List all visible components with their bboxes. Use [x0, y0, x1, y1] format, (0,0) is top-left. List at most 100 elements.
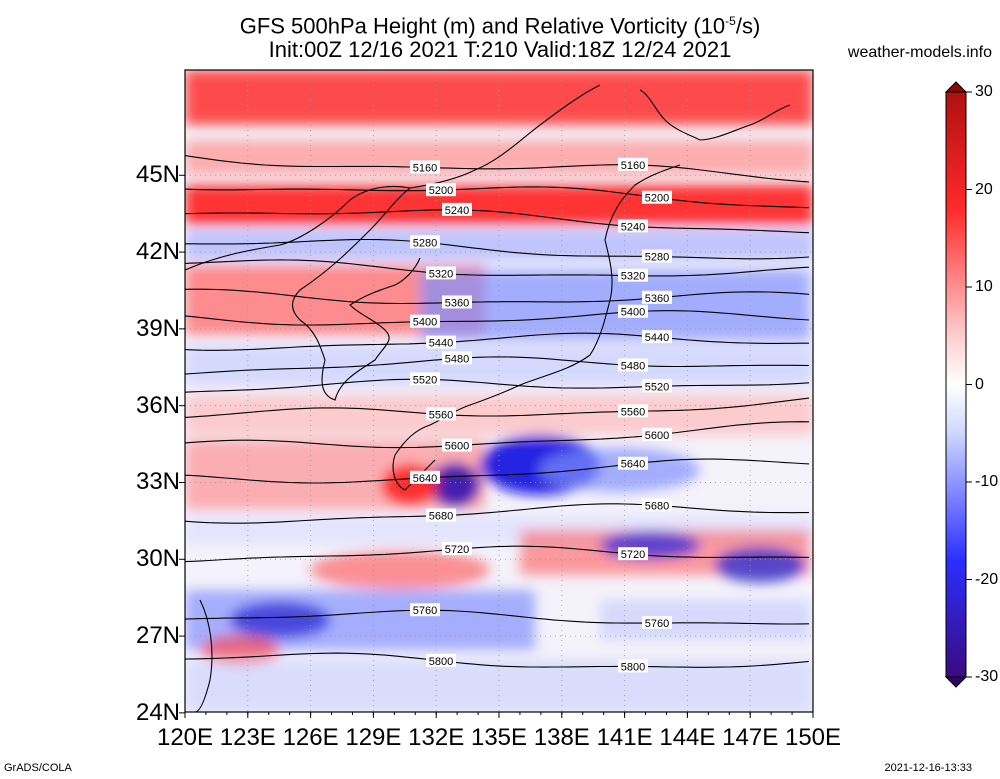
contour-line	[185, 609, 810, 625]
colorbar-tick-label: 20	[975, 180, 993, 198]
contour-label-bg	[410, 160, 440, 174]
contour-label-bg	[642, 615, 672, 629]
contour-label: 5400	[621, 307, 645, 319]
lon-label: 147E	[722, 724, 779, 751]
contour-line	[185, 356, 810, 375]
contour-label: 5720	[445, 544, 469, 556]
contour-line	[185, 238, 810, 260]
lon-label: 132E	[408, 724, 465, 751]
colorbar-tick-label: -10	[975, 473, 999, 490]
map-title-line1: GFS 500hPa Height (m) and Relative Vorti…	[239, 13, 761, 39]
lon-label: 150E	[784, 724, 842, 751]
contour-label: 5560	[429, 409, 453, 421]
contour-label: 5440	[429, 338, 453, 350]
contour-label-bg	[642, 330, 672, 344]
lat-label: 33N	[135, 468, 180, 496]
contour-line	[185, 458, 810, 484]
contour-line	[185, 503, 809, 524]
contour-label: 5280	[413, 237, 437, 249]
contour-label-bg	[410, 372, 440, 386]
contour-line	[185, 288, 810, 305]
contour-label-bg	[618, 547, 648, 561]
contour-label-bg	[442, 542, 472, 556]
contour-label: 5360	[445, 297, 469, 309]
contour-label: 5560	[621, 406, 645, 418]
contour-label-bg	[642, 498, 672, 512]
contour-line	[185, 310, 810, 326]
colorbar-tick-label: 10	[975, 278, 993, 295]
contour-label: 5600	[445, 441, 469, 453]
lon-label: 129E	[345, 724, 402, 751]
lat-label: 45N	[135, 161, 180, 189]
contour-label-bg	[642, 427, 672, 441]
contour-label-bg	[410, 314, 440, 328]
contour-label: 5680	[645, 500, 669, 512]
contour-label-bg	[426, 183, 456, 197]
lat-label: 36N	[135, 391, 180, 419]
contour-label: 5800	[621, 661, 645, 673]
contour-label-bg	[618, 456, 648, 470]
contour-label: 5640	[621, 459, 645, 471]
contour-label-bg	[618, 404, 648, 418]
contour-label-bg	[410, 235, 440, 249]
contour-label-bg	[426, 508, 456, 522]
contour-label-bg	[618, 358, 648, 372]
lat-label: 27N	[135, 622, 180, 650]
contour-label-bg	[442, 295, 472, 309]
contour-line	[185, 155, 810, 183]
contour-label-bg	[618, 268, 648, 282]
contour-line	[185, 652, 810, 668]
contour-label: 5480	[621, 360, 645, 372]
contour-label: 5520	[413, 374, 437, 386]
contour-label-bg	[410, 470, 440, 484]
contour-label: 5200	[429, 185, 453, 197]
contour-label: 5680	[429, 511, 453, 523]
footer-timestamp: 2021-12-16-13:33	[884, 762, 972, 774]
contour-label-bg	[642, 249, 672, 263]
site-watermark: weather-models.info	[847, 44, 992, 61]
contour-label: 5400	[413, 317, 437, 329]
lon-label: 120E	[156, 724, 214, 751]
contour-label-bg	[442, 351, 472, 365]
contour-label-bg	[426, 266, 456, 280]
lon-label: 141E	[596, 724, 653, 751]
contour-label-bg	[410, 603, 440, 617]
contour-line	[185, 259, 810, 277]
lon-label: 126E	[282, 724, 339, 751]
contour-label: 5320	[429, 268, 453, 280]
colorbar-tick-label: -30	[975, 668, 999, 685]
contour-label-bg	[426, 653, 456, 667]
contour-label-bg	[642, 379, 672, 393]
contour-label: 5640	[413, 473, 437, 485]
colorbar-tick-label: -20	[975, 570, 999, 588]
contour-line	[185, 421, 810, 449]
contour-label-bg	[642, 190, 672, 204]
colorbar-tick-label: 30	[975, 83, 993, 100]
contour-label: 5240	[621, 221, 645, 233]
contour-label: 5360	[645, 293, 669, 305]
contour-label-bg	[618, 304, 648, 318]
lon-label: 135E	[470, 724, 528, 751]
lat-label: 39N	[135, 314, 180, 342]
contour-label: 5160	[413, 162, 437, 174]
contour-label-bg	[426, 335, 456, 349]
contour-label-bg	[442, 202, 472, 216]
contour-label-bg	[442, 438, 472, 452]
contour-label: 5480	[445, 353, 469, 365]
contour-label: 5200	[645, 193, 669, 205]
contour-label-bg	[642, 290, 672, 304]
lat-label: 30N	[135, 545, 180, 573]
contour-label-bg	[618, 157, 648, 171]
contour-line	[185, 332, 809, 351]
contour-label: 5720	[621, 549, 645, 561]
lon-label: 144E	[659, 724, 716, 751]
contour-label: 5440	[645, 332, 669, 344]
lon-label: 138E	[533, 724, 590, 751]
axis-ticks	[179, 174, 814, 718]
contour-label-bg	[618, 659, 648, 673]
colorbar	[944, 81, 972, 688]
contour-label: 5160	[621, 160, 645, 172]
lat-label: 24N	[135, 698, 180, 726]
contour-label: 5760	[645, 618, 669, 630]
